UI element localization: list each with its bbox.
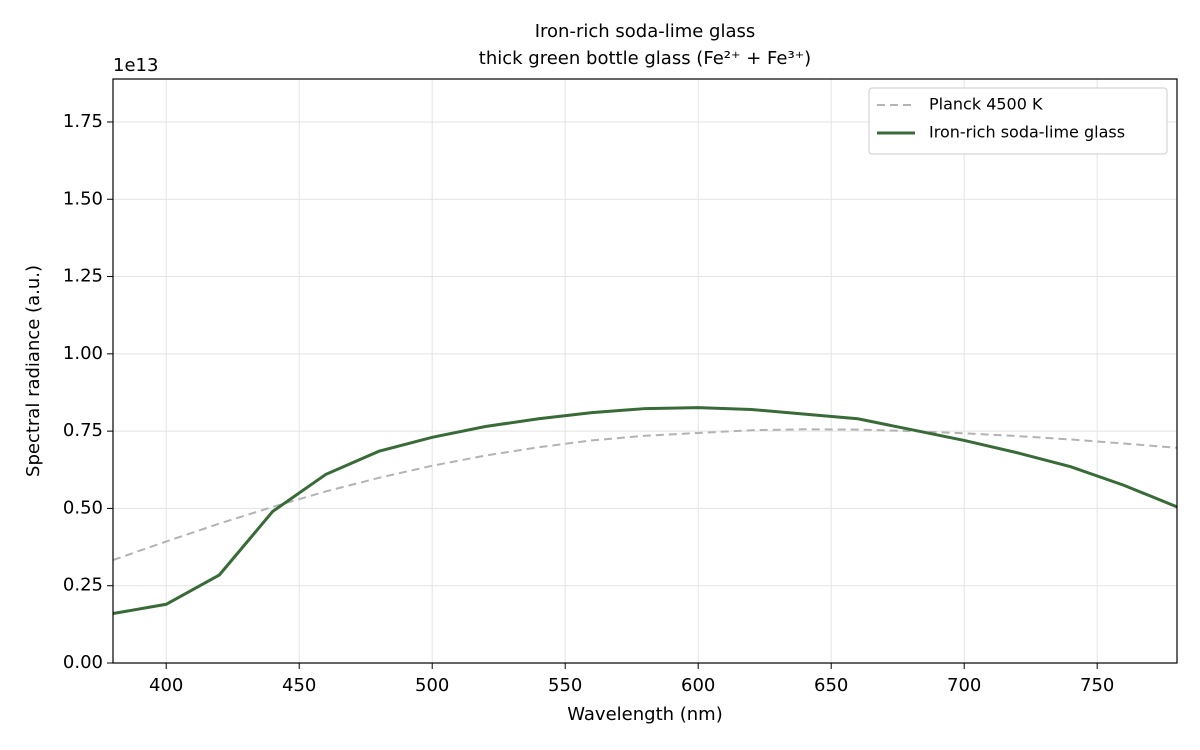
y-offset-label: 1e13 — [113, 55, 158, 76]
chart-title: Iron-rich soda-lime glass — [535, 21, 756, 42]
legend-box — [868, 87, 1168, 155]
y-tick-label: 1.50 — [63, 188, 103, 209]
legend-label: Planck 4500 K — [929, 95, 1043, 114]
x-axis-label: Wavelength (nm) — [567, 704, 723, 725]
x-tick-label: 700 — [947, 675, 981, 696]
x-tick-label: 500 — [415, 675, 449, 696]
y-tick-label: 0.25 — [63, 575, 103, 596]
series-line — [113, 406, 1177, 616]
chart-subtitle: thick green bottle glass (Fe²⁺ + Fe³⁺) — [479, 48, 811, 69]
plot-frame — [112, 78, 1178, 664]
x-tick-label: 550 — [548, 675, 582, 696]
x-tick-label: 600 — [681, 675, 715, 696]
y-tick-label: 0.75 — [63, 420, 103, 441]
series-line — [113, 428, 1177, 561]
y-tick-label: 0.00 — [63, 652, 103, 673]
x-tick-label: 750 — [1080, 675, 1114, 696]
y-axis-label: Spectral radiance (a.u.) — [23, 265, 44, 477]
legend-label: Iron-rich soda-lime glass — [929, 123, 1125, 142]
y-tick-label: 1.25 — [63, 266, 103, 287]
x-tick-label: 400 — [149, 675, 183, 696]
x-tick-label: 650 — [814, 675, 848, 696]
y-tick-label: 0.50 — [63, 497, 103, 518]
x-tick-label: 450 — [282, 675, 316, 696]
y-tick-label: 1.75 — [63, 111, 103, 132]
y-tick-label: 1.00 — [63, 343, 103, 364]
